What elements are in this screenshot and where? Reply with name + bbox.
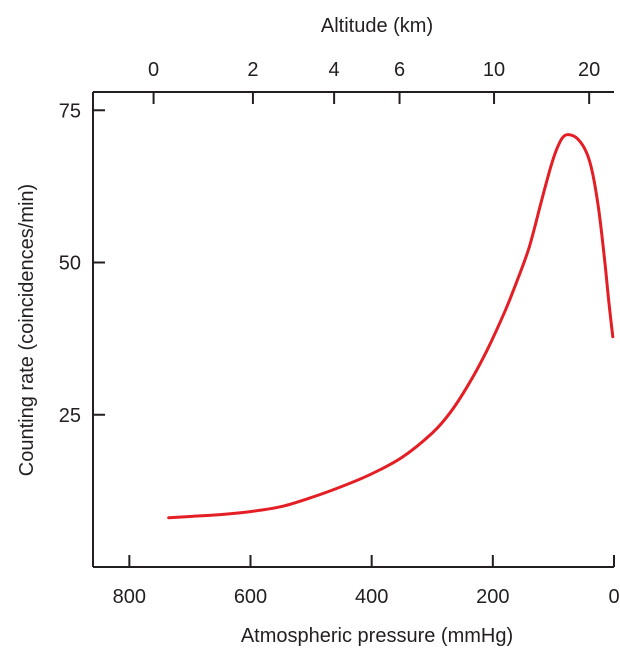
series-line — [167, 133, 615, 520]
bottom-axis: 800 600 400 200 0 — [113, 555, 620, 608]
y-tick-label: 75 — [59, 100, 81, 122]
x-tick-label: 400 — [355, 586, 388, 608]
x-tick-label: 0 — [608, 586, 619, 608]
x-tick-label: 800 — [113, 586, 146, 608]
left-axis: 25 50 75 — [59, 100, 105, 427]
x2-tick-label: 10 — [483, 59, 505, 81]
x2-tick-label: 6 — [394, 59, 405, 81]
x2-tick-label: 4 — [329, 59, 340, 81]
x2-tick-label: 0 — [148, 59, 159, 81]
y-tick-label: 50 — [59, 253, 81, 275]
x2-axis-label: Altitude (km) — [321, 15, 433, 37]
x-tick-label: 600 — [234, 586, 267, 608]
plot-frame — [92, 91, 614, 568]
x2-tick-label: 2 — [247, 59, 258, 81]
series-layer — [167, 133, 615, 520]
x2-tick-label: 20 — [578, 59, 600, 81]
y-axis-label: Counting rate (coincidences/min) — [16, 184, 38, 476]
top-axis: 0 2 4 6 10 20 — [148, 59, 600, 104]
y-tick-label: 25 — [59, 405, 81, 427]
x-tick-label: 200 — [476, 586, 509, 608]
x-axis-label: Atmospheric pressure (mmHg) — [241, 625, 513, 647]
